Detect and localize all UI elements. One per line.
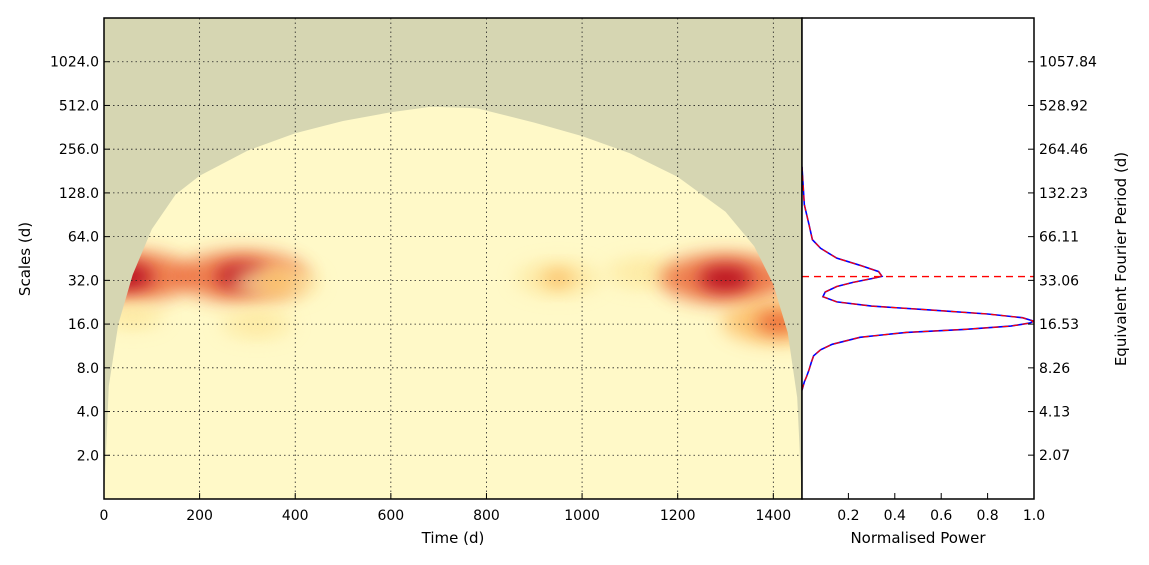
power-x-ticks: 0.2 0.4 0.6 0.8 1.0 (837, 493, 1045, 524)
y-tick-label: 64.0 (68, 230, 99, 246)
cone-of-influence (104, 18, 802, 499)
y-tick-label: 16.0 (68, 317, 99, 333)
x-tick-label: 0.8 (976, 508, 998, 524)
x-tick-label: 1400 (755, 508, 791, 524)
heatmap-panel: 0 200 400 600 800 1000 1200 1400 2.0 4.0 8.0 16.0 3… (16, 17, 803, 547)
power-background (802, 18, 1034, 499)
x-tick-label: 800 (473, 508, 500, 524)
y-tick-label: 33.06 (1039, 273, 1079, 289)
y-tick-label: 4.0 (77, 405, 99, 421)
y-tick-label: 256.0 (59, 142, 99, 158)
power-y-ticks: 2.07 4.13 8.26 16.53 33.06 66.11 132.23 264.46 5… (1028, 55, 1097, 464)
x-tick-label: 1200 (660, 508, 696, 524)
heatmap-hotspot (514, 261, 603, 296)
x-tick-label: 1000 (564, 508, 600, 524)
power-frame (801, 17, 1035, 500)
power-y-axis-label: Equivalent Fourier Period (d) (1112, 152, 1130, 366)
y-tick-label: 264.46 (1039, 142, 1088, 158)
y-tick-label: 512.0 (59, 98, 99, 114)
y-tick-label: 132.23 (1039, 186, 1088, 202)
y-tick-label: 4.13 (1039, 405, 1070, 421)
y-tick-label: 32.0 (68, 273, 99, 289)
power-panel: 0.2 0.4 0.6 0.8 1.0 2.07 4.13 8.26 16.53 33.06 66… (801, 17, 1130, 547)
x-tick-label: 200 (186, 508, 213, 524)
y-tick-label: 2.07 (1039, 448, 1070, 464)
heatmap-hotspot (220, 309, 294, 339)
heatmap-x-axis-label: Time (d) (421, 529, 485, 547)
power-x-axis-label: Normalised Power (850, 529, 986, 547)
x-tick-label: 0.2 (837, 508, 859, 524)
y-tick-label: 1057.84 (1039, 55, 1097, 71)
y-tick-label: 8.0 (77, 361, 99, 377)
y-tick-label: 16.53 (1039, 317, 1079, 333)
y-tick-label: 8.26 (1039, 361, 1070, 377)
heatmap-x-ticks: 0 200 400 600 800 1000 1200 1400 (100, 493, 791, 524)
y-tick-label: 128.0 (59, 186, 99, 202)
x-tick-label: 1.0 (1023, 508, 1045, 524)
heatmap-grid (104, 18, 802, 499)
heatmap-y-axis-label: Scales (d) (16, 222, 34, 296)
heatmap-hotspot (232, 265, 321, 300)
x-tick-label: 400 (282, 508, 309, 524)
y-tick-label: 528.92 (1039, 98, 1088, 114)
x-tick-label: 0.4 (884, 508, 906, 524)
power-series (802, 166, 1034, 391)
heatmap-y-ticks: 2.0 4.0 8.0 16.0 32.0 64.0 128.0 256.0 512.0 1024… (50, 55, 110, 464)
x-tick-label: 0.6 (930, 508, 952, 524)
power-curve-dashed (802, 166, 1034, 391)
y-tick-label: 1024.0 (50, 55, 99, 71)
heatmap-hotspot (659, 253, 792, 304)
y-tick-label: 66.11 (1039, 230, 1079, 246)
x-tick-label: 600 (377, 508, 404, 524)
y-tick-label: 2.0 (77, 448, 99, 464)
x-tick-label: 0 (100, 508, 109, 524)
